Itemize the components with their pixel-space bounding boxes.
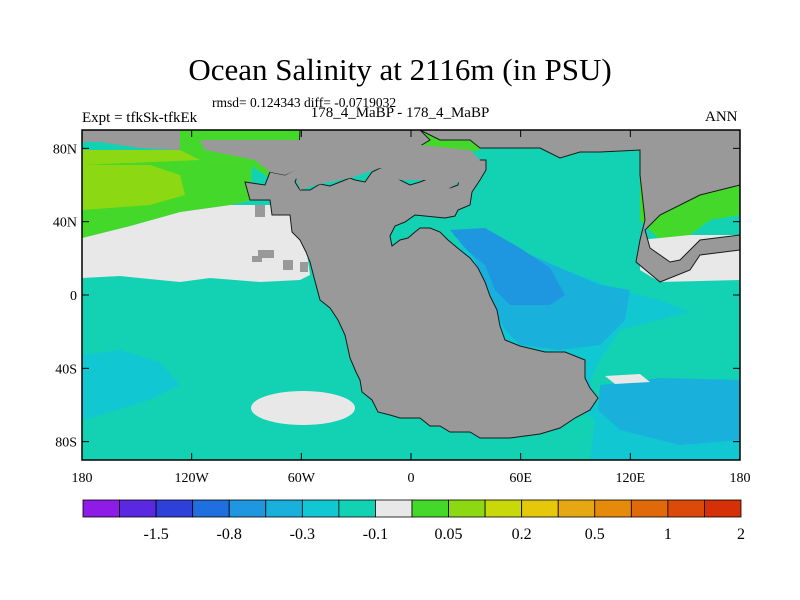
colorbar-swatch [557,499,596,518]
colorbar-swatch [411,499,449,518]
salinity-region-yellowgreen-nw [82,165,185,210]
colorbar-label: 0.5 [585,526,605,543]
island-d [283,260,293,270]
lat-tick-label: 0 [70,289,77,304]
lat-tick-label: 80N [53,142,77,157]
colorbar-swatch [119,499,157,518]
colorbar-swatch [192,499,230,518]
lon-tick-label: 120W [175,471,210,486]
salinity-region-neutral-north [82,205,310,282]
colorbar-label: 2 [737,526,745,543]
lon-tick-label: 120E [616,471,646,486]
island-e [300,262,308,272]
lon-tick-label: 180 [730,471,751,486]
colorbar-swatch [301,499,340,518]
colorbar-label: 0.05 [435,526,463,543]
land-central-strip [295,145,480,190]
lon-tick-label: 60E [509,471,532,486]
colorbar-label: -0.1 [363,526,388,543]
lat-tick-label: 40S [55,362,77,377]
colorbar-labels: -1.5 -0.8 -0.3 -0.1 0.05 0.2 0.5 1 2 [143,526,745,543]
colorbar-swatch [484,499,523,518]
colorbar-swatch [265,499,303,518]
lon-tick-label: 180 [72,471,93,486]
colorbar-label: -0.8 [217,526,242,543]
colorbar-swatch [82,499,120,518]
lat-tick-label: 80S [55,436,77,451]
season-label: ANN [705,109,738,125]
lon-tick-label: 60W [288,471,316,486]
land-northwest-arctic [82,130,180,150]
continent-pangaea [180,130,740,439]
colorbar-swatch [375,499,413,518]
colorbar [82,499,742,518]
colorbar-swatch [667,499,705,518]
colorbar-swatch [338,499,376,518]
lon-tick-label: 0 [408,471,415,486]
island-a [255,205,265,217]
salinity-region-blue-core [450,228,565,305]
island-f [275,195,287,203]
colorbar-swatch [704,499,742,518]
stats-subtitle: rmsd= 0.124343 diff= -0.0719032 [212,95,397,110]
colorbar-swatch [228,499,267,518]
map-title: Ocean Salinity at 2116m (in PSU) [188,52,612,87]
experiment-label: Expt = tfkSk-tfkEk [82,110,198,126]
salinity-region-neutral-south [251,391,355,425]
colorbar-label: 0.2 [512,526,532,543]
period-label: 178_4_MaBP - 178_4_MaBP [310,105,490,121]
salinity-region-lightblue-se [598,378,740,445]
colorbar-label: -0.3 [290,526,315,543]
colorbar-swatch [155,499,194,518]
island-c [252,256,262,262]
map-plot-area [82,130,740,460]
lat-tick-label: 40N [53,216,77,231]
colorbar-swatch [521,499,559,518]
salinity-region-neutral-se [605,374,650,384]
land-north-pole [200,140,310,175]
colorbar-swatch [594,499,632,518]
colorbar-label: -1.5 [143,526,168,543]
island-b [258,250,274,258]
salinity-region-cyan-sw [82,350,180,420]
axis-ticks [81,130,741,460]
colorbar-swatch [448,499,486,518]
colorbar-swatch [630,499,669,518]
colorbar-label: 1 [664,526,672,543]
axis-tick-labels: 80N 40N 0 40S 80S 180 120W 60W 0 60E 120E 180 [53,142,751,486]
